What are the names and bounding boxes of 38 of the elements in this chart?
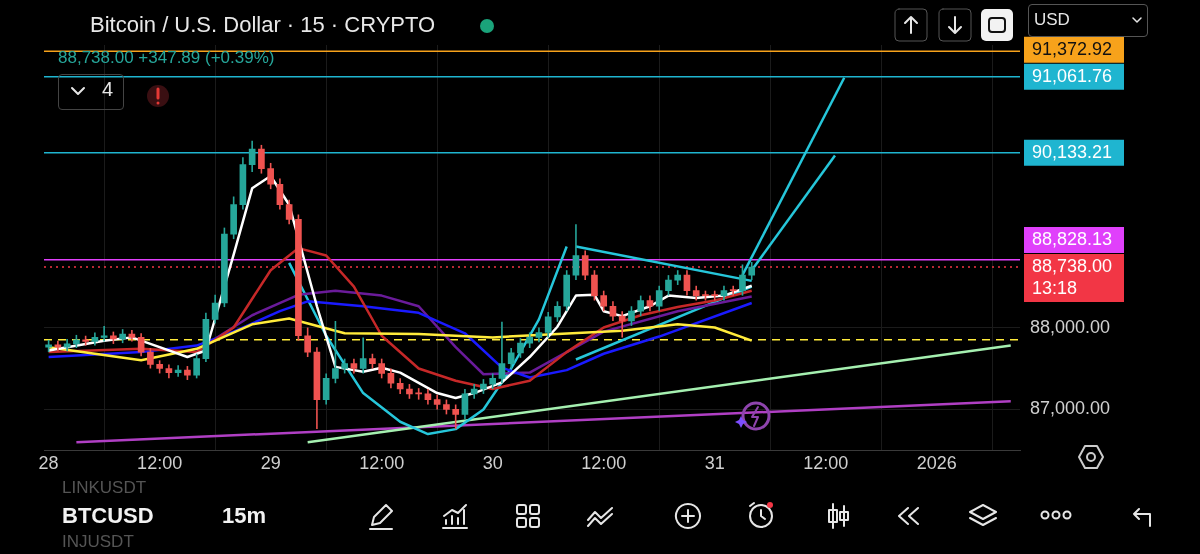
x-tick-label: 12:00: [803, 453, 849, 474]
x-tick-label: 30: [482, 453, 503, 474]
chart-title: Bitcoin / U.S. Dollar · 15 · CRYPTO: [90, 12, 436, 38]
x-tick-label: 29: [260, 453, 281, 474]
candlestick: [267, 162, 274, 190]
ref-line-label: 88,828.13: [1032, 229, 1113, 250]
candlestick: [563, 269, 571, 312]
ref-line-label: 91,372.92: [1032, 38, 1113, 59]
y-tick-label: 87,000.00: [1030, 398, 1111, 419]
x-tick-label: 12:00: [137, 453, 183, 474]
candlestick: [304, 326, 311, 358]
candlestick: [230, 195, 237, 240]
candlestick: [295, 213, 302, 342]
candlestick: [600, 289, 608, 312]
candlestick: [147, 347, 154, 370]
candlestick: [378, 357, 385, 380]
text: INJUSDT: [62, 532, 134, 552]
text: LINKUSDT: [62, 478, 147, 498]
y-tick-label: 88,000.00: [1030, 316, 1111, 337]
x-tick-label: 12:00: [359, 453, 405, 474]
annotation: 4: [102, 78, 114, 101]
text: 13:18: [1032, 278, 1078, 299]
ref-line-label: 88,738.00: [1032, 256, 1113, 277]
candlestick: [729, 284, 737, 297]
ref-line-label: 91,061.76: [1032, 65, 1113, 86]
candlestick: [193, 352, 200, 380]
x-tick-label: 12:00: [581, 453, 627, 474]
candlestick: [332, 320, 339, 385]
text: USD: [1034, 10, 1070, 30]
candlestick: [452, 403, 460, 430]
x-tick-label: 31: [704, 453, 725, 474]
text: BTCUSD: [62, 503, 154, 529]
x-tick-label: 28: [38, 453, 59, 474]
x-tick-label: 2026: [916, 453, 957, 474]
candlestick: [711, 289, 719, 302]
ref-line-label: 90,133.21: [1032, 141, 1113, 162]
chart-subtitle: 88,738.00 +347.89 (+0.39%): [58, 48, 275, 68]
text: 15m: [222, 503, 267, 529]
